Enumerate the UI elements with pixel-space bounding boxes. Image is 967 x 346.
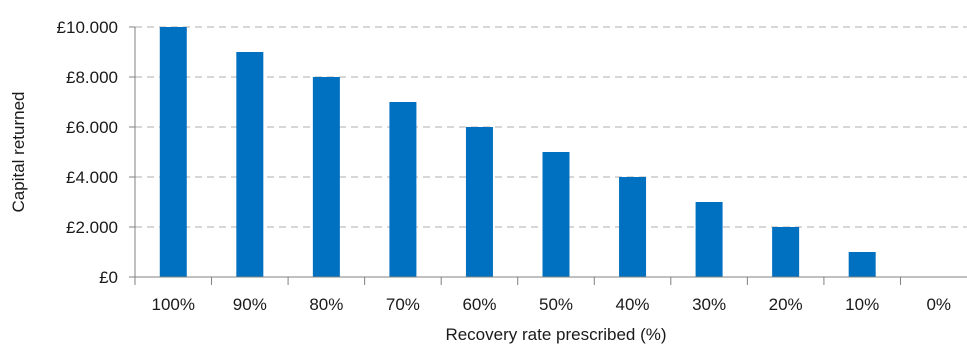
bar-60pct bbox=[465, 127, 493, 277]
bar-50pct bbox=[542, 152, 570, 277]
grid-lines bbox=[135, 26, 967, 228]
x-tick-label: 100% bbox=[152, 295, 195, 314]
x-tick-label: 40% bbox=[616, 295, 650, 314]
x-tick-label: 10% bbox=[845, 295, 879, 314]
x-tick-label: 70% bbox=[386, 295, 420, 314]
y-axis-title: Capital returned bbox=[9, 92, 28, 213]
x-tick-label: 20% bbox=[769, 295, 803, 314]
x-tick-label: 30% bbox=[692, 295, 726, 314]
y-tick-label: £2.000 bbox=[66, 218, 118, 237]
x-tick-labels: 100% 90% 80% 70% 60% 50% 40% 30% 20% 10% 0% bbox=[152, 295, 951, 314]
bar-30pct bbox=[695, 202, 723, 277]
bar-40pct bbox=[619, 177, 647, 277]
y-tick-label: £4.000 bbox=[66, 168, 118, 187]
x-tick-label: 80% bbox=[309, 295, 343, 314]
y-tick-label: £0 bbox=[99, 268, 118, 287]
x-tick-label: 60% bbox=[462, 295, 496, 314]
x-axis-title: Recovery rate prescribed (%) bbox=[445, 325, 666, 344]
bar-70pct bbox=[389, 102, 417, 277]
bar-80pct bbox=[312, 77, 340, 277]
y-tick-label: £10.000 bbox=[57, 18, 118, 37]
bar-10pct bbox=[848, 252, 876, 277]
x-tick-label: 0% bbox=[926, 295, 951, 314]
y-tick-label: £6.000 bbox=[66, 118, 118, 137]
bar-100pct bbox=[159, 27, 187, 277]
axes bbox=[129, 26, 967, 285]
y-tick-label: £8.000 bbox=[66, 68, 118, 87]
x-tick-label: 90% bbox=[233, 295, 267, 314]
bars bbox=[159, 27, 876, 277]
bar-20pct bbox=[772, 227, 800, 277]
x-tick-label: 50% bbox=[539, 295, 573, 314]
y-tick-labels: £0 £2.000 £4.000 £6.000 £8.000 £10.000 bbox=[57, 18, 118, 287]
bar-90pct bbox=[236, 52, 264, 277]
